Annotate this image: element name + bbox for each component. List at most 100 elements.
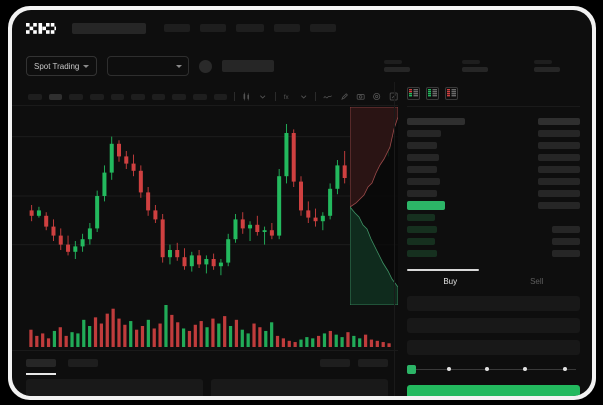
slider-handle[interactable] bbox=[407, 365, 416, 374]
orderbook-amount-cell bbox=[538, 153, 580, 161]
chart-toolbar: fx bbox=[12, 88, 398, 106]
toolbar-divider bbox=[315, 92, 317, 101]
line-style-icon[interactable] bbox=[323, 91, 333, 102]
orderbook-price-cell bbox=[407, 189, 437, 197]
chevron-down-icon bbox=[83, 64, 90, 68]
slider-stop-100[interactable] bbox=[563, 367, 567, 371]
timeframe-6[interactable] bbox=[131, 93, 145, 100]
orderbook-price-cell bbox=[407, 177, 440, 185]
tab-buy[interactable]: Buy bbox=[443, 277, 458, 286]
orderbook-price-cell bbox=[407, 153, 439, 161]
orderbook-row[interactable] bbox=[407, 247, 580, 259]
ticker-stat-2 bbox=[462, 60, 489, 72]
timeframe-8[interactable] bbox=[172, 93, 186, 100]
order-input-fields bbox=[407, 296, 580, 355]
slider-stop-50[interactable] bbox=[485, 367, 489, 371]
chevron-down-icon[interactable] bbox=[299, 91, 308, 102]
orderbook-row[interactable] bbox=[407, 235, 580, 247]
buy-tab-indicator bbox=[407, 269, 479, 271]
bottom-right-actions bbox=[320, 359, 388, 367]
timeframe-9[interactable] bbox=[193, 93, 207, 100]
bottom-panel bbox=[12, 350, 398, 396]
orderbook-row[interactable] bbox=[407, 127, 580, 139]
timeframe-1[interactable] bbox=[28, 93, 42, 100]
timeframe-2-active[interactable] bbox=[48, 93, 63, 100]
orderbook-mode-both[interactable] bbox=[407, 87, 420, 100]
nav-item-5[interactable] bbox=[310, 24, 336, 32]
timeframe-3[interactable] bbox=[69, 93, 83, 100]
pair-name-placeholder bbox=[222, 60, 275, 72]
slider-stop-25[interactable] bbox=[447, 367, 451, 371]
orderbook-row[interactable] bbox=[407, 199, 580, 211]
nav-item-2[interactable] bbox=[200, 24, 226, 32]
orderbook-amount-cell bbox=[552, 225, 580, 233]
camera-icon[interactable] bbox=[356, 91, 365, 102]
candlestick-icon[interactable] bbox=[242, 91, 251, 102]
timeframe-5[interactable] bbox=[110, 93, 125, 100]
orderbook-row[interactable] bbox=[407, 115, 580, 127]
spot-trading-selector[interactable]: Spot Trading bbox=[26, 56, 98, 76]
orderbook-price-cell bbox=[407, 225, 437, 233]
orderbook-rows[interactable] bbox=[407, 107, 580, 259]
bottom-tab-2[interactable] bbox=[68, 359, 98, 367]
slider-track bbox=[411, 369, 576, 370]
bottom-action-2[interactable] bbox=[358, 359, 388, 367]
orderbook-price-cell bbox=[407, 141, 437, 149]
submit-order-button[interactable] bbox=[407, 385, 580, 396]
ticker-stat-1 bbox=[384, 60, 411, 72]
bottom-card-1[interactable] bbox=[26, 379, 203, 396]
orderbook-amount-cell bbox=[538, 165, 580, 173]
toolbar-divider bbox=[234, 92, 236, 101]
orderbook-row[interactable] bbox=[407, 175, 580, 187]
orderbook-price-cell bbox=[407, 129, 441, 137]
orderbook-row[interactable] bbox=[407, 223, 580, 235]
nav-item-1[interactable] bbox=[164, 24, 190, 32]
pair-selector[interactable] bbox=[107, 56, 190, 76]
orderbook-amount-cell bbox=[552, 237, 580, 245]
search-input[interactable] bbox=[72, 22, 146, 34]
nav-item-3[interactable] bbox=[236, 24, 264, 32]
orderbook-price-cell bbox=[407, 249, 437, 257]
app-screen: Spot Trading bbox=[12, 10, 592, 396]
timeframe-7[interactable] bbox=[151, 93, 166, 100]
orderbook-price-cell bbox=[407, 117, 465, 125]
orderbook-price-cell bbox=[407, 237, 435, 245]
orderbook-row[interactable] bbox=[407, 187, 580, 199]
timeframe-4[interactable] bbox=[89, 93, 104, 100]
orderbook-price-cell bbox=[407, 165, 437, 173]
orderbook-row[interactable] bbox=[407, 139, 580, 151]
orderbook-amount-cell bbox=[552, 249, 580, 257]
orderbook-amount-cell bbox=[538, 177, 580, 185]
okx-logo-icon[interactable] bbox=[26, 22, 56, 34]
percent-slider[interactable] bbox=[407, 365, 580, 375]
orderbook-amount-cell bbox=[538, 141, 580, 149]
orderbook-price-cell bbox=[407, 213, 435, 221]
bottom-tab-1-active[interactable] bbox=[26, 359, 56, 367]
depth-chart-overlay bbox=[350, 107, 398, 305]
pair-header-bar: Spot Trading bbox=[12, 50, 592, 82]
amount-field[interactable] bbox=[407, 318, 580, 333]
slider-stop-75[interactable] bbox=[523, 367, 527, 371]
price-chart[interactable] bbox=[12, 107, 398, 350]
chevron-down-icon[interactable] bbox=[258, 91, 267, 102]
timeframe-10[interactable] bbox=[213, 93, 228, 100]
orderbook-mode-switch bbox=[407, 82, 580, 107]
chevron-down-icon bbox=[176, 64, 183, 68]
orderbook-mode-asks[interactable] bbox=[445, 87, 458, 100]
bottom-cards bbox=[26, 379, 388, 396]
bottom-card-2[interactable] bbox=[211, 379, 388, 396]
indicator-icon[interactable]: fx bbox=[283, 91, 292, 102]
nav-item-4[interactable] bbox=[274, 24, 300, 32]
orderbook-row[interactable] bbox=[407, 211, 580, 223]
bottom-action-1[interactable] bbox=[320, 359, 350, 367]
total-field[interactable] bbox=[407, 340, 580, 355]
orderbook-row[interactable] bbox=[407, 151, 580, 163]
tab-sell[interactable]: Sell bbox=[530, 277, 544, 286]
orderbook-row[interactable] bbox=[407, 163, 580, 175]
pencil-icon[interactable] bbox=[340, 91, 349, 102]
settings-icon[interactable] bbox=[372, 91, 381, 102]
price-field[interactable] bbox=[407, 296, 580, 311]
orderbook-amount-cell bbox=[538, 189, 580, 197]
coin-avatar bbox=[199, 59, 213, 73]
orderbook-mode-bids[interactable] bbox=[426, 87, 439, 100]
